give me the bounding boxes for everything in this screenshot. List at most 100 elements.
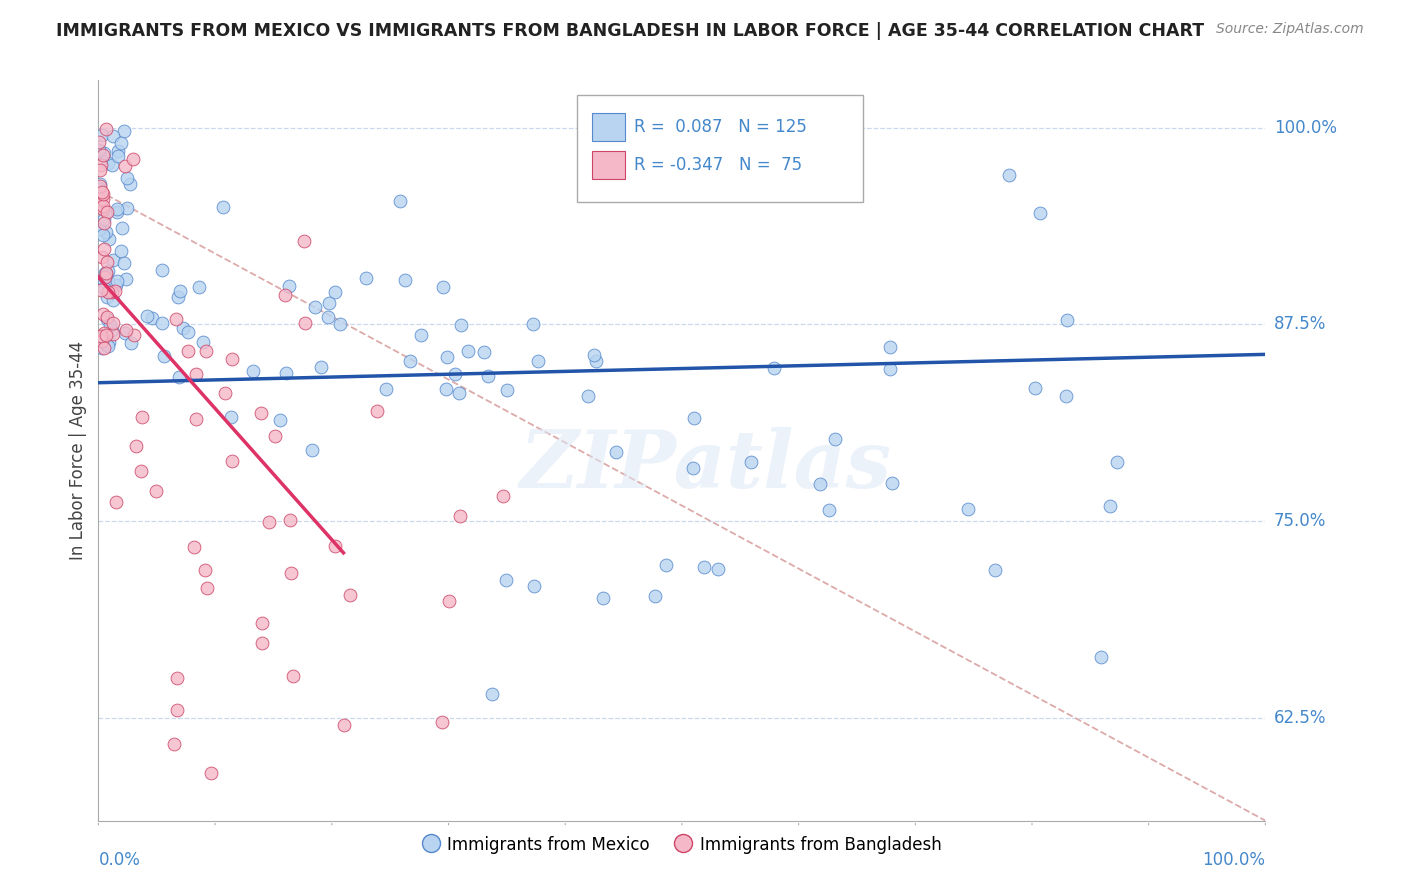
Point	[450, 318, 472, 332]
FancyBboxPatch shape	[592, 152, 624, 179]
Point	[605, 445, 627, 459]
Point	[219, 409, 242, 424]
Point	[522, 317, 544, 331]
Point	[281, 669, 304, 683]
Text: 75.0%: 75.0%	[1274, 512, 1326, 531]
Point	[1090, 649, 1112, 664]
Point	[167, 370, 190, 384]
Point	[150, 263, 173, 277]
Point	[96, 312, 118, 326]
Point	[259, 516, 281, 530]
Point	[762, 361, 785, 376]
Point	[280, 566, 302, 580]
Point	[89, 221, 111, 235]
Point	[457, 343, 479, 358]
Point	[115, 171, 138, 186]
Point	[879, 361, 901, 376]
Point	[93, 242, 115, 256]
Point	[150, 316, 173, 330]
Point	[394, 273, 416, 287]
Point	[1028, 205, 1050, 219]
Point	[100, 285, 122, 299]
Point	[186, 411, 208, 425]
Point	[89, 179, 111, 194]
Point	[94, 267, 117, 281]
Point	[96, 310, 118, 324]
Point	[824, 432, 846, 446]
Point	[398, 353, 420, 368]
Point	[323, 539, 346, 553]
Point	[665, 168, 688, 182]
Point	[93, 216, 115, 230]
Point	[105, 494, 128, 508]
Point	[644, 589, 666, 603]
Point	[477, 369, 499, 384]
Point	[169, 284, 191, 298]
Point	[740, 454, 762, 468]
Point	[200, 766, 222, 780]
Text: R =  0.087   N = 125: R = 0.087 N = 125	[634, 118, 807, 136]
Text: ZIPatlas: ZIPatlas	[519, 426, 891, 504]
Point	[194, 343, 217, 358]
Point	[94, 266, 117, 280]
Point	[430, 715, 453, 730]
Point	[252, 636, 274, 650]
Point	[93, 269, 115, 284]
Point	[221, 454, 243, 468]
Point	[93, 341, 115, 355]
Point	[96, 255, 118, 269]
Point	[93, 145, 115, 160]
Point	[177, 325, 200, 339]
Point	[449, 386, 471, 401]
Point	[91, 250, 114, 264]
Point	[94, 337, 117, 351]
Point	[956, 501, 979, 516]
Point	[389, 194, 412, 208]
Point	[89, 193, 111, 207]
Point	[136, 309, 159, 323]
Point	[882, 475, 904, 490]
Point	[278, 278, 301, 293]
Point	[523, 579, 546, 593]
Point	[166, 671, 188, 685]
Point	[93, 326, 115, 340]
Point	[818, 503, 841, 517]
Point	[527, 354, 550, 368]
Point	[89, 177, 111, 191]
Point	[145, 484, 167, 499]
Point	[89, 181, 111, 195]
Point	[366, 404, 388, 418]
Point	[153, 349, 176, 363]
Point	[114, 323, 136, 337]
Point	[474, 345, 496, 359]
Point	[98, 318, 121, 333]
Point	[682, 411, 704, 425]
Point	[103, 293, 125, 307]
Point	[107, 149, 129, 163]
Point	[89, 144, 111, 158]
Point	[94, 266, 117, 280]
Point	[112, 256, 135, 270]
Point	[1056, 313, 1078, 327]
Point	[250, 616, 273, 631]
Point	[879, 340, 901, 354]
Point	[437, 594, 460, 608]
Point	[105, 205, 128, 219]
Point	[432, 280, 454, 294]
Point	[105, 202, 128, 216]
Point	[309, 360, 332, 375]
Point	[183, 540, 205, 554]
Text: R = -0.347   N =  75: R = -0.347 N = 75	[634, 156, 803, 175]
Point	[89, 163, 111, 178]
Point	[1024, 380, 1046, 394]
Point	[101, 322, 124, 336]
Point	[94, 225, 117, 239]
Point	[105, 274, 128, 288]
Point	[111, 220, 134, 235]
Point	[97, 283, 120, 297]
Point	[90, 128, 112, 142]
Point	[495, 574, 517, 588]
Point	[114, 326, 136, 341]
Point	[301, 442, 323, 457]
Point	[274, 366, 297, 380]
